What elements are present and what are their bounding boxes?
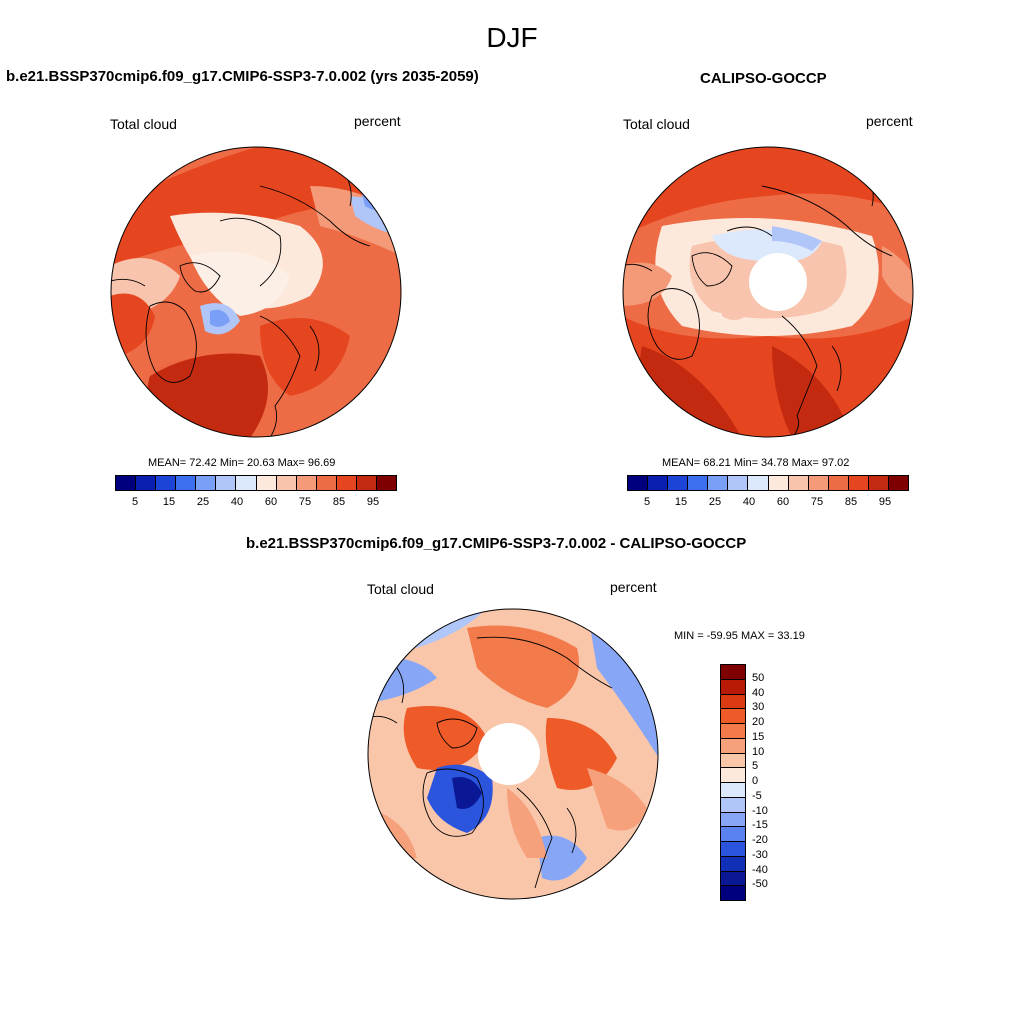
diff-variable-label: Total cloud — [367, 581, 434, 597]
diff-colorbar-swatch — [721, 753, 745, 769]
obs-colorbar-swatch — [868, 476, 890, 490]
obs-polar-map — [622, 146, 914, 438]
obs-colorbar-swatch — [808, 476, 829, 490]
obs-colorbar-tick-label: 95 — [878, 496, 892, 508]
obs-colorbar-swatch — [728, 476, 749, 490]
diff-colorbar-tick-label: -30 — [752, 848, 768, 861]
diff-colorbar-swatch — [721, 709, 745, 724]
obs-colorbar-swatch — [748, 476, 769, 490]
model-colorbar-swatch — [377, 476, 397, 490]
diff-colorbar-tick-label: 0 — [752, 775, 759, 787]
model-colorbar-swatch — [356, 476, 378, 490]
diff-colorbar-tick-label: 5 — [752, 760, 759, 773]
model-stats: MEAN= 72.42 Min= 20.63 Max= 96.69 — [148, 457, 336, 469]
diff-colorbar-swatch — [721, 679, 745, 695]
obs-colorbar-swatch — [668, 476, 689, 490]
obs-colorbar-swatch — [848, 476, 869, 490]
obs-colorbar-tick-label: 25 — [708, 496, 722, 508]
diff-colorbar-swatch — [721, 665, 745, 680]
diff-colorbar-swatch — [721, 768, 745, 783]
diff-colorbar-tick-label: -15 — [752, 819, 768, 832]
diff-colorbar-swatch — [721, 797, 745, 813]
diff-units-label: percent — [610, 579, 657, 595]
diff-colorbar-swatch — [721, 856, 745, 872]
diff-colorbar-swatch — [721, 886, 745, 900]
diff-colorbar-swatch — [721, 812, 745, 828]
diff-colorbar-tick-label: 30 — [752, 701, 765, 714]
obs-colorbar-tick-label: 5 — [643, 496, 651, 508]
model-colorbar-swatch — [116, 476, 137, 490]
model-panel-title: b.e21.BSSP370cmip6.f09_g17.CMIP6-SSP3-7.… — [6, 68, 479, 85]
diff-panel-title: b.e21.BSSP370cmip6.f09_g17.CMIP6-SSP3-7.… — [246, 535, 747, 552]
model-colorbar-swatch — [236, 476, 257, 490]
model-colorbar-tick-label: 95 — [366, 496, 380, 508]
diff-polar-map — [367, 608, 659, 900]
diff-colorbar-swatch — [721, 694, 745, 710]
model-colorbar-tick-label: 15 — [162, 496, 176, 508]
obs-colorbar-swatch — [828, 476, 849, 490]
diff-colorbar-tick-label: -20 — [752, 834, 768, 846]
diff-colorbar-ticks: 50 40 30 20 15 10 5 0 -5 -10 -15 -20 -30 -40 -50 — [752, 664, 792, 904]
obs-colorbar — [627, 475, 909, 491]
model-colorbar-swatch — [136, 476, 157, 490]
model-colorbar-tick-label: 40 — [230, 496, 244, 508]
model-colorbar-tick-label: 85 — [332, 496, 346, 508]
model-colorbar-tick-label: 25 — [196, 496, 210, 508]
diff-colorbar-swatch — [721, 724, 745, 739]
obs-colorbar-swatch — [889, 476, 909, 490]
obs-colorbar-swatch — [768, 476, 789, 490]
model-colorbar-swatch — [336, 476, 357, 490]
obs-colorbar-tick-label: 60 — [776, 496, 790, 508]
model-colorbar-swatch — [216, 476, 237, 490]
diff-colorbar-tick-label: -10 — [752, 804, 768, 817]
model-colorbar — [115, 475, 397, 491]
model-colorbar-swatch — [276, 476, 297, 490]
model-colorbar-tick-label: 5 — [131, 496, 139, 508]
obs-colorbar-swatch — [648, 476, 669, 490]
diff-colorbar-tick-label: -5 — [752, 789, 762, 802]
model-units-label: percent — [354, 113, 401, 129]
obs-units-label: percent — [866, 113, 913, 129]
model-colorbar-swatch — [156, 476, 177, 490]
obs-colorbar-tick-label: 75 — [810, 496, 824, 508]
diff-colorbar-tick-label: 40 — [752, 686, 765, 699]
obs-colorbar-swatch — [688, 476, 709, 490]
diff-minmax: MIN = -59.95 MAX = 33.19 — [674, 630, 805, 642]
diff-colorbar-swatch — [721, 842, 745, 857]
diff-colorbar-swatch — [721, 738, 745, 754]
obs-colorbar-tick-label: 85 — [844, 496, 858, 508]
model-colorbar-swatch — [256, 476, 277, 490]
model-colorbar-swatch — [176, 476, 197, 490]
obs-colorbar-swatch — [788, 476, 809, 490]
diff-colorbar-swatch — [721, 783, 745, 798]
model-polar-map — [110, 146, 402, 438]
obs-colorbar-swatch — [628, 476, 649, 490]
obs-colorbar-tick-label: 15 — [674, 496, 688, 508]
diff-colorbar-tick-label: -50 — [752, 878, 768, 891]
diff-colorbar-tick-label: 15 — [752, 730, 765, 743]
obs-panel-title: CALIPSO-GOCCP — [700, 70, 827, 87]
model-colorbar-swatch — [296, 476, 317, 490]
obs-stats: MEAN= 68.21 Min= 34.78 Max= 97.02 — [662, 457, 850, 469]
diff-colorbar-tick-label: 20 — [752, 716, 765, 728]
model-variable-label: Total cloud — [110, 116, 177, 132]
model-colorbar-tick-label: 75 — [298, 496, 312, 508]
model-colorbar-swatch — [316, 476, 337, 490]
obs-colorbar-ticks: 5 15 25 40 60 75 85 95 — [627, 496, 909, 510]
model-colorbar-tick-label: 60 — [264, 496, 278, 508]
obs-variable-label: Total cloud — [623, 116, 690, 132]
model-colorbar-ticks: 5 15 25 40 60 75 85 95 — [115, 496, 397, 510]
diff-colorbar-tick-label: -40 — [752, 863, 768, 876]
main-title: DJF — [486, 22, 538, 53]
diff-colorbar — [720, 664, 746, 901]
obs-colorbar-swatch — [708, 476, 729, 490]
obs-colorbar-tick-label: 40 — [742, 496, 756, 508]
diff-colorbar-swatch — [721, 827, 745, 842]
model-colorbar-swatch — [196, 476, 217, 490]
diff-colorbar-tick-label: 10 — [752, 745, 765, 758]
diff-colorbar-swatch — [721, 871, 745, 887]
diff-colorbar-tick-label: 50 — [752, 671, 765, 684]
